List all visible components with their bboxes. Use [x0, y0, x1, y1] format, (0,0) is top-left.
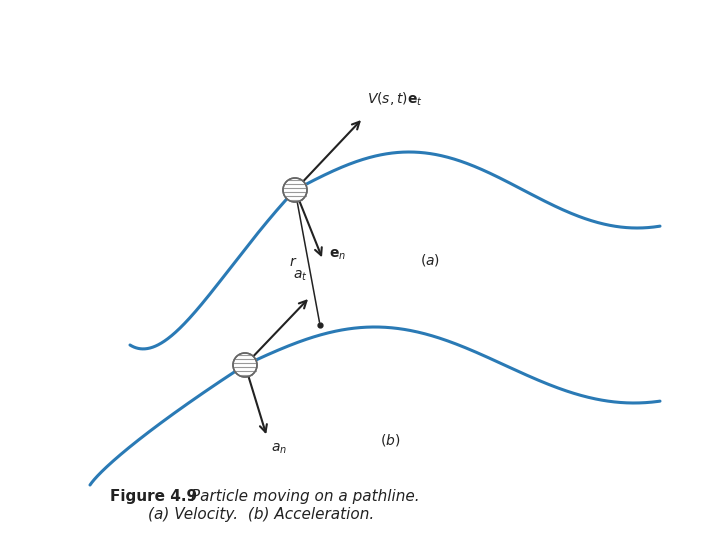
Text: $(b)$: $(b)$ — [379, 432, 400, 448]
Text: $r$: $r$ — [289, 255, 297, 269]
Circle shape — [283, 178, 307, 202]
Text: $a_n$: $a_n$ — [271, 442, 287, 456]
Circle shape — [233, 353, 257, 377]
Text: $(a)$: $(a)$ — [420, 252, 440, 268]
Text: (a) Velocity.  (b) Acceleration.: (a) Velocity. (b) Acceleration. — [148, 508, 374, 523]
Text: Figure 4.9: Figure 4.9 — [110, 489, 197, 503]
Text: $\mathbf{e}_n$: $\mathbf{e}_n$ — [329, 248, 346, 262]
Text: Particle moving on a pathline.: Particle moving on a pathline. — [186, 489, 420, 503]
Text: $V(s, t)\mathbf{e}_t$: $V(s, t)\mathbf{e}_t$ — [367, 91, 423, 108]
Text: $a_t$: $a_t$ — [293, 268, 307, 283]
